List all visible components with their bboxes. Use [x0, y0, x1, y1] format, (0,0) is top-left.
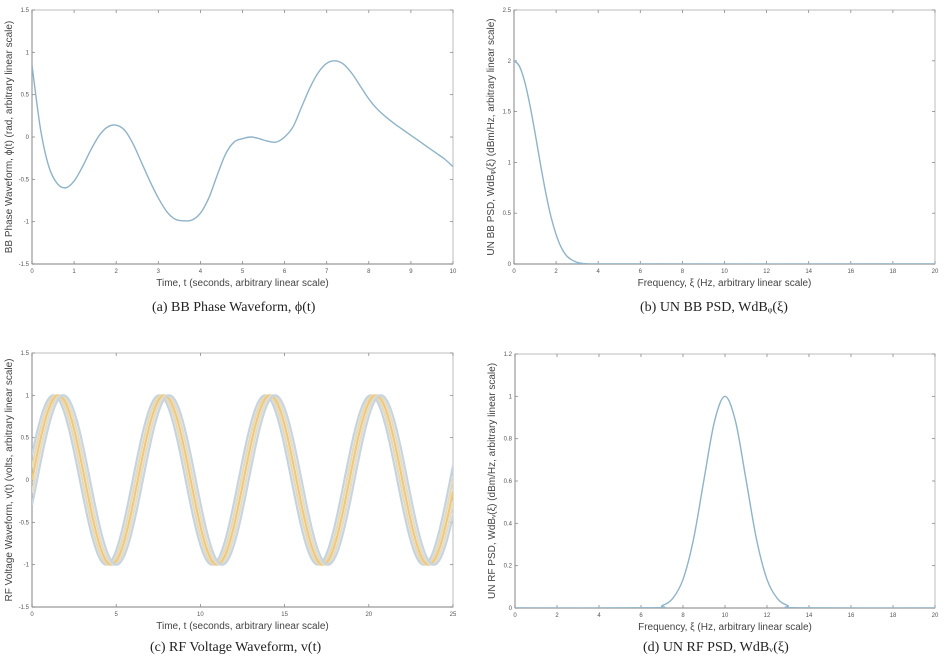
y-tick-label: 0	[26, 135, 30, 141]
y-tick-label: 1	[26, 50, 30, 56]
y-tick-label: 2	[508, 59, 512, 65]
y-tick-label: 1	[508, 160, 512, 166]
x-tick-label: 5	[241, 269, 245, 275]
x-tick-label: 6	[639, 613, 643, 619]
x-tick-label: 20	[365, 612, 372, 618]
data-series	[32, 60, 453, 222]
x-tick-label: 20	[932, 613, 939, 619]
x-tick-label: 14	[806, 613, 813, 619]
x-tick-label: 18	[890, 613, 897, 619]
y-tick-label: -0.5	[19, 520, 30, 526]
y-axis-label: RF Voltage Waveform, v(t) (volts, arbitr…	[4, 358, 15, 601]
x-tick-label: 2	[115, 269, 119, 275]
y-tick-label: 0.4	[504, 521, 513, 527]
x-tick-label: 20	[932, 269, 939, 275]
plot-area	[513, 9, 936, 265]
y-tick-label: 0.6	[504, 479, 513, 485]
data-series	[32, 394, 453, 566]
data-series	[32, 394, 453, 566]
x-tick-label: 2	[555, 613, 559, 619]
x-tick-label: 9	[409, 269, 413, 275]
chart-a: 0 1 2 3 4 5 6 7 8 9 10 -1.5 -1 -0.5 0 0.5 1 1.5 Time, t (s…	[4, 8, 457, 289]
x-tick-label: 5	[115, 612, 119, 618]
y-tick-label: 1	[26, 393, 30, 399]
x-tick-label: 8	[367, 269, 371, 275]
x-axis-label: Time, t (seconds, arbitrary linear scale…	[156, 278, 328, 289]
x-axis-label: Time, t (seconds, arbitrary linear scale…	[156, 621, 328, 632]
y-axis-label: BB Phase Waveform, ϕ(t) (rad, arbitrary …	[4, 21, 15, 254]
x-tick-label: 3	[157, 269, 161, 275]
y-tick-label: 1	[509, 394, 513, 400]
x-tick-label: 10	[197, 612, 204, 618]
x-tick-label: 8	[681, 613, 685, 619]
chart-d: 0 2 4 6 8 10 12 14 16 18 20 0 0.2 0.4 0.6 0.8 1 1.2 Freque…	[487, 352, 939, 633]
y-tick-label: -0.5	[19, 177, 30, 183]
y-tick-label: 0.2	[504, 564, 513, 570]
x-tick-label: 8	[681, 269, 685, 275]
y-tick-label: -1	[24, 220, 30, 226]
x-tick-label: 0	[30, 612, 34, 618]
data-series	[514, 60, 935, 264]
x-tick-label: 0	[512, 269, 516, 275]
y-tick-label: 0.5	[21, 436, 30, 442]
x-tick-label: 2	[554, 269, 558, 275]
y-axis-label: UN RF PSD, WdBᵥ(ξ) (dBm/Hz, arbitrary li…	[487, 363, 498, 599]
y-tick-label: 1.5	[21, 351, 30, 357]
y-tick-label: 2.5	[503, 8, 512, 14]
x-tick-label: 18	[890, 269, 897, 275]
y-tick-label: 1.2	[504, 352, 513, 358]
caption-c: (c) RF Voltage Waveform, v(t)	[150, 640, 322, 655]
x-tick-label: 0	[513, 613, 517, 619]
x-axis-label: Frequency, ξ (Hz, arbitrary linear scale…	[638, 278, 812, 289]
x-tick-label: 16	[848, 613, 855, 619]
data-series	[515, 395, 935, 608]
caption-d: (d) UN RF PSD, WdBᵥ(ξ)	[643, 640, 789, 655]
y-tick-label: 0.5	[503, 211, 512, 217]
x-tick-label: 4	[597, 613, 601, 619]
plot-area	[514, 353, 936, 609]
caption-a: (a) BB Phase Waveform, ϕ(t)	[152, 300, 316, 315]
y-tick-label: 1.5	[503, 110, 512, 116]
y-tick-label: -1.5	[19, 605, 30, 611]
data-series	[32, 394, 453, 566]
caption-b: (b) UN BB PSD, WdBᵩ(ξ)	[640, 300, 788, 315]
data-series	[32, 394, 453, 566]
x-tick-label: 0	[30, 269, 34, 275]
y-axis-label: UN BB PSD, WdBᵩ(ξ) (dBm/Hz, arbitrary li…	[486, 18, 497, 255]
y-tick-label: -1	[24, 563, 30, 569]
x-tick-label: 7	[325, 269, 329, 275]
y-tick-label: 0	[509, 606, 513, 612]
x-tick-label: 10	[721, 269, 728, 275]
x-tick-label: 12	[764, 613, 771, 619]
y-tick-label: -1.5	[19, 262, 30, 268]
y-tick-label: 1.5	[21, 8, 30, 14]
x-tick-label: 12	[763, 269, 770, 275]
y-tick-label: 0	[26, 478, 30, 484]
x-tick-label: 16	[847, 269, 854, 275]
x-tick-label: 4	[597, 269, 601, 275]
plot-area	[31, 9, 454, 265]
y-tick-label: 0	[508, 262, 512, 268]
data-series	[32, 394, 453, 566]
chart-c: 0 5 10 15 20 25 -1.5 -1 -0.5 0 0.5 1 1.5 Time, t (sec…	[4, 351, 457, 632]
x-tick-label: 6	[639, 269, 643, 275]
x-tick-label: 25	[450, 612, 457, 618]
x-tick-label: 15	[281, 612, 288, 618]
x-tick-label: 10	[450, 269, 457, 275]
x-tick-label: 10	[722, 613, 729, 619]
y-tick-label: 0.5	[21, 93, 30, 99]
chart-b: 0 2 4 6 8 10 12 14 16 18 20 0 0.5 1 1.5 2 2.5 Frequency, …	[486, 8, 939, 289]
x-tick-label: 14	[805, 269, 812, 275]
x-axis-label: Frequency, ξ (Hz, arbitrary linear scale…	[638, 622, 812, 633]
x-tick-label: 6	[283, 269, 287, 275]
x-tick-label: 1	[72, 269, 76, 275]
x-tick-label: 4	[199, 269, 203, 275]
y-tick-label: 0.8	[504, 437, 513, 443]
